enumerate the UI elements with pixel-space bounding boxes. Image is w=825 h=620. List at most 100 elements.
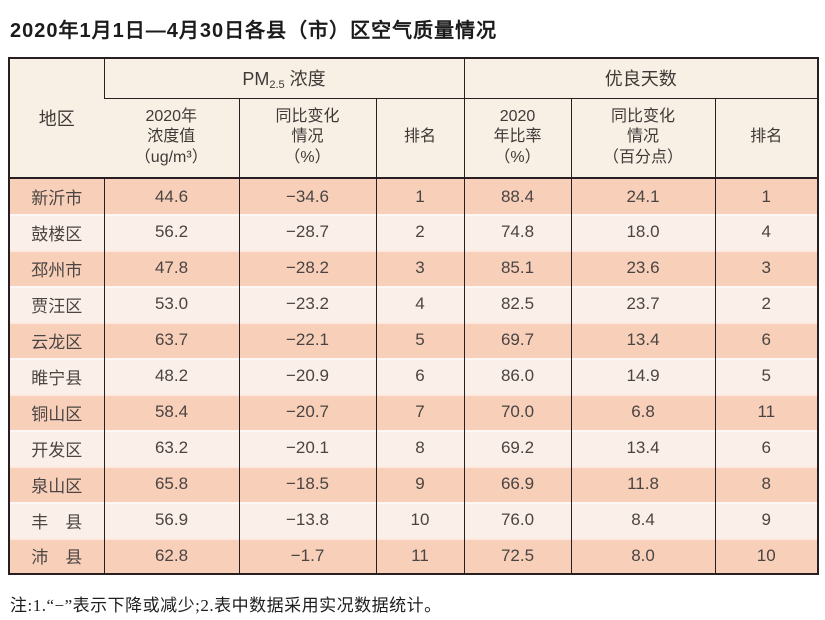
- good-days-ratio-cell: 76.0: [463, 502, 572, 538]
- table-row: 丰 县 56.9 −13.8 10 76.0 8.4 9: [9, 502, 819, 538]
- good-days-change-cell: 13.4: [570, 322, 716, 358]
- table-row: 铜山区 58.4 −20.7 7 70.0 6.8 11: [9, 394, 819, 430]
- pm-value-cell: 56.2: [103, 214, 239, 250]
- pm25-label-suffix: 浓度: [289, 69, 326, 90]
- pm-rank-cell: 1: [375, 178, 465, 214]
- good-days-rank-cell: 3: [714, 250, 819, 286]
- pm-change-cell: −28.2: [238, 250, 376, 286]
- region-cell: 丰 县: [9, 502, 104, 538]
- region-cell: 开发区: [9, 430, 104, 466]
- good-days-rank-cell: 6: [714, 430, 819, 466]
- column-header-pm-change: 同比变化 情况 （%）: [238, 98, 376, 179]
- good-days-change-cell: 23.7: [570, 286, 716, 322]
- air-quality-table: 地区 PM2.5 浓度 优良天数 2020年 浓度值 （ug/m³） 同比变化 情…: [8, 57, 820, 575]
- column-group-pm25: PM2.5 浓度: [103, 58, 465, 99]
- column-header-region: 地区: [9, 58, 104, 179]
- header-group-row: 地区 PM2.5 浓度 优良天数: [9, 58, 819, 179]
- table-header: 地区 PM2.5 浓度 优良天数 2020年 浓度值 （ug/m³） 同比变化 情…: [9, 58, 819, 179]
- table-body: 新沂市 44.6 −34.6 1 88.4 24.1 1 鼓楼区 56.2 −2…: [9, 178, 819, 574]
- table-row: 贾汪区 53.0 −23.2 4 82.5 23.7 2: [9, 286, 819, 322]
- pm-rank-cell: 10: [375, 502, 465, 538]
- region-cell: 邳州市: [9, 250, 104, 286]
- pm-change-cell: −13.8: [238, 502, 376, 538]
- good-days-ratio-cell: 72.5: [463, 538, 572, 574]
- pm-rank-cell: 11: [375, 538, 465, 574]
- good-days-rank-cell: 8: [714, 466, 819, 502]
- good-days-rank-cell: 4: [714, 214, 819, 250]
- pm-rank-cell: 5: [375, 322, 465, 358]
- table-row: 邳州市 47.8 −28.2 3 85.1 23.6 3: [9, 250, 819, 286]
- pm-value-cell: 47.8: [103, 250, 239, 286]
- good-days-ratio-cell: 66.9: [463, 466, 572, 502]
- region-cell: 铜山区: [9, 394, 104, 430]
- pm-rank-cell: 8: [375, 430, 465, 466]
- good-days-change-cell: 24.1: [570, 178, 716, 214]
- good-days-rank-cell: 6: [714, 322, 819, 358]
- pm-change-cell: −20.9: [238, 358, 376, 394]
- good-days-change-cell: 18.0: [570, 214, 716, 250]
- pm-change-cell: −34.6: [238, 178, 376, 214]
- column-header-pm-rank: 排名: [375, 98, 465, 179]
- table-row: 鼓楼区 56.2 −28.7 2 74.8 18.0 4: [9, 214, 819, 250]
- pm-value-cell: 44.6: [103, 178, 239, 214]
- table-row: 泉山区 65.8 −18.5 9 66.9 11.8 8: [9, 466, 819, 502]
- pm-change-cell: −20.1: [238, 430, 376, 466]
- region-cell: 云龙区: [9, 322, 104, 358]
- good-days-change-cell: 13.4: [570, 430, 716, 466]
- pm-value-cell: 56.9: [103, 502, 239, 538]
- pm-change-cell: −23.2: [238, 286, 376, 322]
- region-cell: 睢宁县: [9, 358, 104, 394]
- table-row: 云龙区 63.7 −22.1 5 69.7 13.4 6: [9, 322, 819, 358]
- column-header-good-change: 同比变化 情况 （百分点）: [570, 98, 716, 179]
- pm-rank-cell: 9: [375, 466, 465, 502]
- table-row: 开发区 63.2 −20.1 8 69.2 13.4 6: [9, 430, 819, 466]
- good-days-ratio-cell: 88.4: [463, 178, 572, 214]
- pm-value-cell: 63.7: [103, 322, 239, 358]
- good-days-ratio-cell: 70.0: [463, 394, 572, 430]
- good-days-ratio-cell: 85.1: [463, 250, 572, 286]
- good-days-change-cell: 14.9: [570, 358, 716, 394]
- good-days-ratio-cell: 86.0: [463, 358, 572, 394]
- pm-rank-cell: 6: [375, 358, 465, 394]
- page-title: 2020年1月1日—4月30日各县（市）区空气质量情况: [10, 20, 498, 42]
- good-days-rank-cell: 1: [714, 178, 819, 214]
- good-days-change-cell: 6.8: [570, 394, 716, 430]
- region-cell: 泉山区: [9, 466, 104, 502]
- pm-change-cell: −28.7: [238, 214, 376, 250]
- good-days-change-cell: 8.0: [570, 538, 716, 574]
- region-cell: 沛 县: [9, 538, 104, 574]
- column-header-good-rank: 排名: [714, 98, 819, 179]
- good-days-change-cell: 8.4: [570, 502, 716, 538]
- pm-value-cell: 62.8: [103, 538, 239, 574]
- good-days-change-cell: 11.8: [570, 466, 716, 502]
- pm-rank-cell: 4: [375, 286, 465, 322]
- table-row: 新沂市 44.6 −34.6 1 88.4 24.1 1: [9, 178, 819, 214]
- pm-rank-cell: 2: [375, 214, 465, 250]
- footnote: 注:1.“−”表示下降或减少;2.表中数据采用实况数据统计。: [10, 596, 442, 615]
- pm-value-cell: 63.2: [103, 430, 239, 466]
- good-days-rank-cell: 2: [714, 286, 819, 322]
- column-group-good-days: 优良天数: [463, 58, 819, 99]
- pm-value-cell: 65.8: [103, 466, 239, 502]
- region-cell: 新沂市: [9, 178, 104, 214]
- pm-value-cell: 48.2: [103, 358, 239, 394]
- good-days-rank-cell: 11: [714, 394, 819, 430]
- pm-change-cell: −20.7: [238, 394, 376, 430]
- pm-change-cell: −1.7: [238, 538, 376, 574]
- header-sub-row: 2020年 浓度值 （ug/m³） 同比变化 情况 （%） 排名 2020 年比…: [9, 98, 819, 179]
- region-cell: 贾汪区: [9, 286, 104, 322]
- pm25-label-prefix: PM: [242, 69, 270, 90]
- column-header-pm-value: 2020年 浓度值 （ug/m³）: [104, 98, 239, 179]
- good-days-ratio-cell: 74.8: [463, 214, 572, 250]
- good-days-rank-cell: 9: [714, 502, 819, 538]
- pm-change-cell: −18.5: [238, 466, 376, 502]
- column-header-good-ratio: 2020 年比率 （%）: [463, 98, 572, 179]
- pm-rank-cell: 7: [375, 394, 465, 430]
- good-days-rank-cell: 5: [714, 358, 819, 394]
- pm25-label-subscript: 2.5: [269, 79, 285, 92]
- pm-value-cell: 53.0: [103, 286, 239, 322]
- good-days-ratio-cell: 69.7: [463, 322, 572, 358]
- table-row: 沛 县 62.8 −1.7 11 72.5 8.0 10: [9, 538, 819, 574]
- good-days-rank-cell: 10: [714, 538, 819, 574]
